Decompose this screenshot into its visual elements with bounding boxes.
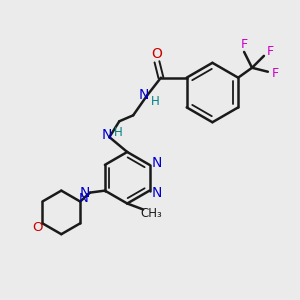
Text: H: H: [151, 95, 159, 108]
Text: N: N: [101, 128, 112, 142]
Text: F: F: [266, 45, 273, 58]
Text: O: O: [32, 221, 43, 234]
Text: N: N: [80, 186, 90, 200]
Text: O: O: [152, 47, 162, 61]
Text: CH₃: CH₃: [140, 207, 162, 220]
Text: F: F: [271, 67, 278, 80]
Text: N: N: [151, 156, 162, 170]
Text: H: H: [114, 126, 123, 139]
Text: F: F: [241, 38, 248, 52]
Text: N: N: [151, 186, 162, 200]
Text: N: N: [139, 88, 149, 101]
Text: N: N: [78, 192, 88, 205]
